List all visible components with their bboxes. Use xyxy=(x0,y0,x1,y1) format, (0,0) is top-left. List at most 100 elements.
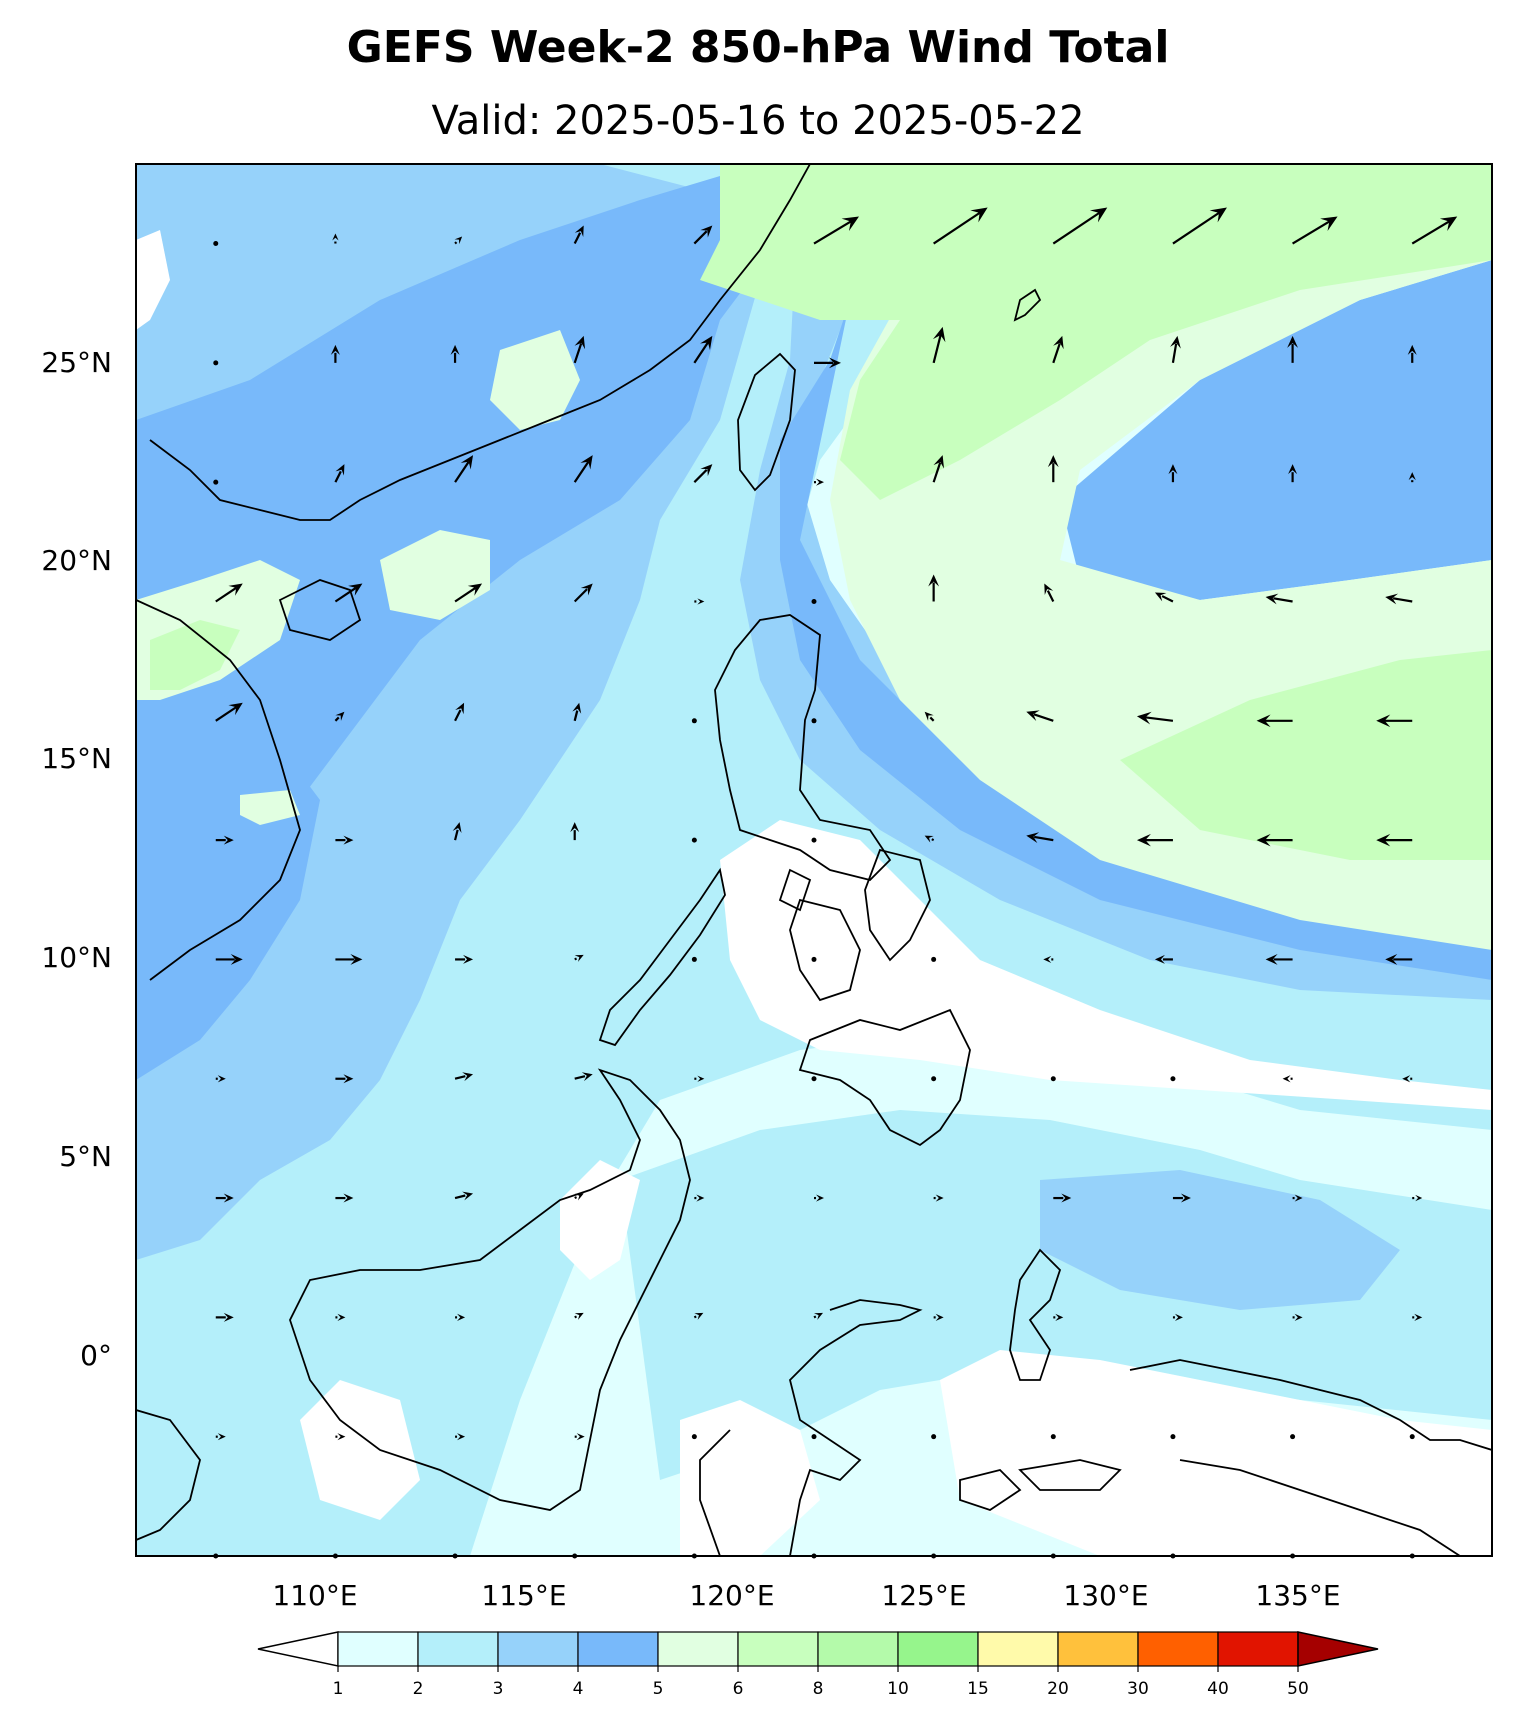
wind-vector xyxy=(454,1072,474,1082)
plot-frame xyxy=(135,163,1493,1557)
wind-vector xyxy=(813,1312,823,1320)
map-title: GEFS Week-2 850-hPa Wind Total xyxy=(346,22,1170,73)
wind-vector xyxy=(455,1433,466,1441)
colorbar-tick-label: 5 xyxy=(653,1679,664,1699)
wind-vector xyxy=(1053,1193,1072,1203)
colorbar-over-triangle xyxy=(1297,1631,1379,1667)
wind-vector xyxy=(1043,955,1054,964)
coast-mindoro xyxy=(778,868,812,912)
colorbar-tick-label: 3 xyxy=(493,1679,504,1699)
wind-vector xyxy=(454,236,463,245)
lon-tick-label: 110°E xyxy=(272,1579,357,1612)
wind-vector xyxy=(932,326,946,364)
zone-4-5-west xyxy=(136,680,320,1080)
wind-vector xyxy=(1376,833,1413,847)
wind-vector xyxy=(330,344,340,363)
wind-vector xyxy=(1044,583,1055,602)
colorbar-segment xyxy=(1217,1631,1299,1667)
wind-vector xyxy=(454,455,474,483)
wind-vector xyxy=(691,837,697,843)
coast-sulawesi-b xyxy=(699,1429,731,1556)
colorbar-segment xyxy=(977,1631,1059,1667)
wind-vector xyxy=(215,835,234,845)
wind-vector xyxy=(1053,1313,1064,1321)
coast-hainan xyxy=(278,579,362,641)
lon-tick-label: 135°E xyxy=(1255,1579,1340,1612)
wind-vector xyxy=(215,1075,226,1083)
zone-4-5-ne xyxy=(1060,260,1492,600)
wind-vector xyxy=(693,335,713,364)
colorbar-tick-label: 8 xyxy=(813,1679,824,1699)
colorbar-segment xyxy=(657,1631,739,1667)
wind-vector xyxy=(1407,344,1417,363)
wind-vector xyxy=(933,207,988,245)
zone-calm-north xyxy=(136,230,170,330)
wind-vector xyxy=(1026,832,1054,843)
colorbar-tick-label: 10 xyxy=(887,1679,909,1699)
wind-vector xyxy=(1172,1193,1191,1203)
colorbar-segment xyxy=(497,1631,579,1667)
wind-vector xyxy=(1256,833,1293,847)
wind-vector xyxy=(1290,1434,1296,1440)
coast-okinawa xyxy=(1013,288,1042,322)
wind-vector xyxy=(1172,207,1227,245)
coast-new-guinea xyxy=(1129,1359,1492,1451)
lat-tick-label: 10°N xyxy=(41,941,112,974)
coast-vietnam xyxy=(136,599,301,981)
wind-vector xyxy=(1409,1434,1415,1440)
wind-vector xyxy=(215,1312,234,1322)
wind-vector xyxy=(1287,335,1298,363)
zone-6-8-south xyxy=(1120,650,1492,860)
wind-vector xyxy=(574,1312,584,1320)
wind-vector xyxy=(1282,1075,1293,1083)
wind-vector xyxy=(454,1191,474,1201)
wind-vector xyxy=(811,1076,817,1082)
wind-vector xyxy=(1154,954,1173,964)
wind-vector xyxy=(215,1433,226,1441)
colorbar-segment xyxy=(897,1631,979,1667)
wind-vector xyxy=(1292,1313,1303,1321)
coastlines xyxy=(136,164,1492,1556)
wind-vector xyxy=(811,718,817,724)
longitude-axis: 110°E 115°E 120°E 125°E 130°E 135°E xyxy=(272,1579,1340,1612)
zone-6-8 xyxy=(700,164,1492,500)
wind-vector xyxy=(928,574,940,602)
colorbar-tick-label: 15 xyxy=(967,1679,989,1699)
wind-vector xyxy=(334,583,363,603)
wind-vector xyxy=(335,1074,354,1084)
wind-vector xyxy=(332,233,339,244)
wind-vector xyxy=(933,1313,944,1321)
coast-samar-leyte xyxy=(864,848,931,962)
wind-vector xyxy=(574,1193,584,1201)
wind-vector xyxy=(1385,954,1413,965)
wind-vector xyxy=(573,225,584,245)
wind-vector xyxy=(1136,833,1173,847)
colorbar-tick-label: 6 xyxy=(733,1679,744,1699)
wind-vector xyxy=(811,837,817,843)
wind-vector xyxy=(813,216,859,245)
wind-vector xyxy=(814,1194,824,1202)
wind-vector xyxy=(1170,1076,1176,1082)
wind-vector xyxy=(215,1193,234,1203)
zone-4-5-channel xyxy=(780,300,1492,980)
coast-panay-negros xyxy=(789,898,861,1002)
lat-tick-label: 0° xyxy=(80,1339,112,1372)
wind-vector xyxy=(931,956,937,962)
coast-china xyxy=(149,164,811,521)
wind-vector xyxy=(1052,335,1064,364)
wind-vector xyxy=(574,954,584,962)
zone-calm-southwest xyxy=(300,1380,420,1520)
wind-vector xyxy=(1385,593,1413,605)
wind-vector xyxy=(215,954,243,965)
wind-vector xyxy=(693,464,713,483)
colorbar-segment xyxy=(1137,1631,1219,1667)
wind-vector xyxy=(335,835,354,845)
wind-vector xyxy=(811,598,817,604)
wind-vector xyxy=(1168,464,1178,483)
wind-vector xyxy=(215,583,243,603)
wind-vector xyxy=(811,956,817,962)
colorbar-tick-label: 2 xyxy=(413,1679,424,1699)
wind-vector xyxy=(573,583,593,603)
zone-3-4-south xyxy=(1040,1170,1400,1310)
zone-5-6-pocket-a xyxy=(490,330,580,430)
